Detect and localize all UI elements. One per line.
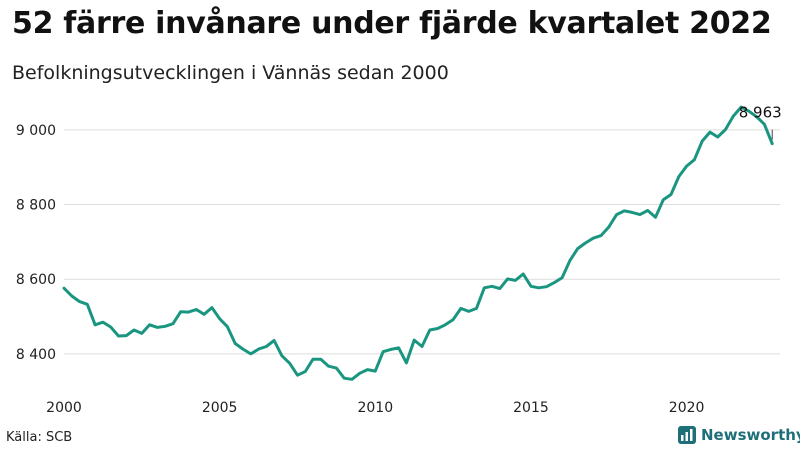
- x-tick-label: 2015: [513, 400, 549, 416]
- x-tick-label: 2010: [357, 400, 393, 416]
- chart-title: 52 färre invånare under fjärde kvartalet…: [12, 6, 772, 41]
- x-tick-label: 2000: [46, 400, 82, 416]
- x-tick-label: 2005: [202, 400, 238, 416]
- source-note: Källa: SCB: [6, 430, 73, 445]
- brand-name: Newsworthy: [701, 426, 800, 444]
- brand-logo: Newsworthy: [678, 426, 800, 444]
- y-tick-label: 8 600: [16, 272, 56, 288]
- chart-subtitle: Befolkningsutvecklingen i Vännäs sedan 2…: [12, 62, 449, 84]
- y-tick-label: 9 000: [16, 123, 56, 139]
- chart-logo-icon: [678, 426, 696, 444]
- annotation-label: 8 963: [739, 104, 782, 122]
- y-tick-label: 8 800: [16, 198, 56, 214]
- y-tick-label: 8 400: [16, 347, 56, 363]
- x-tick-label: 2020: [669, 400, 705, 416]
- y-axis-ticks: 8 400 8 600 8 800 9 000: [16, 123, 56, 363]
- population-series-line: [62, 105, 774, 381]
- x-axis-ticks: 2000 2005 2010 2015 2020: [46, 400, 704, 416]
- gridlines: [64, 129, 780, 355]
